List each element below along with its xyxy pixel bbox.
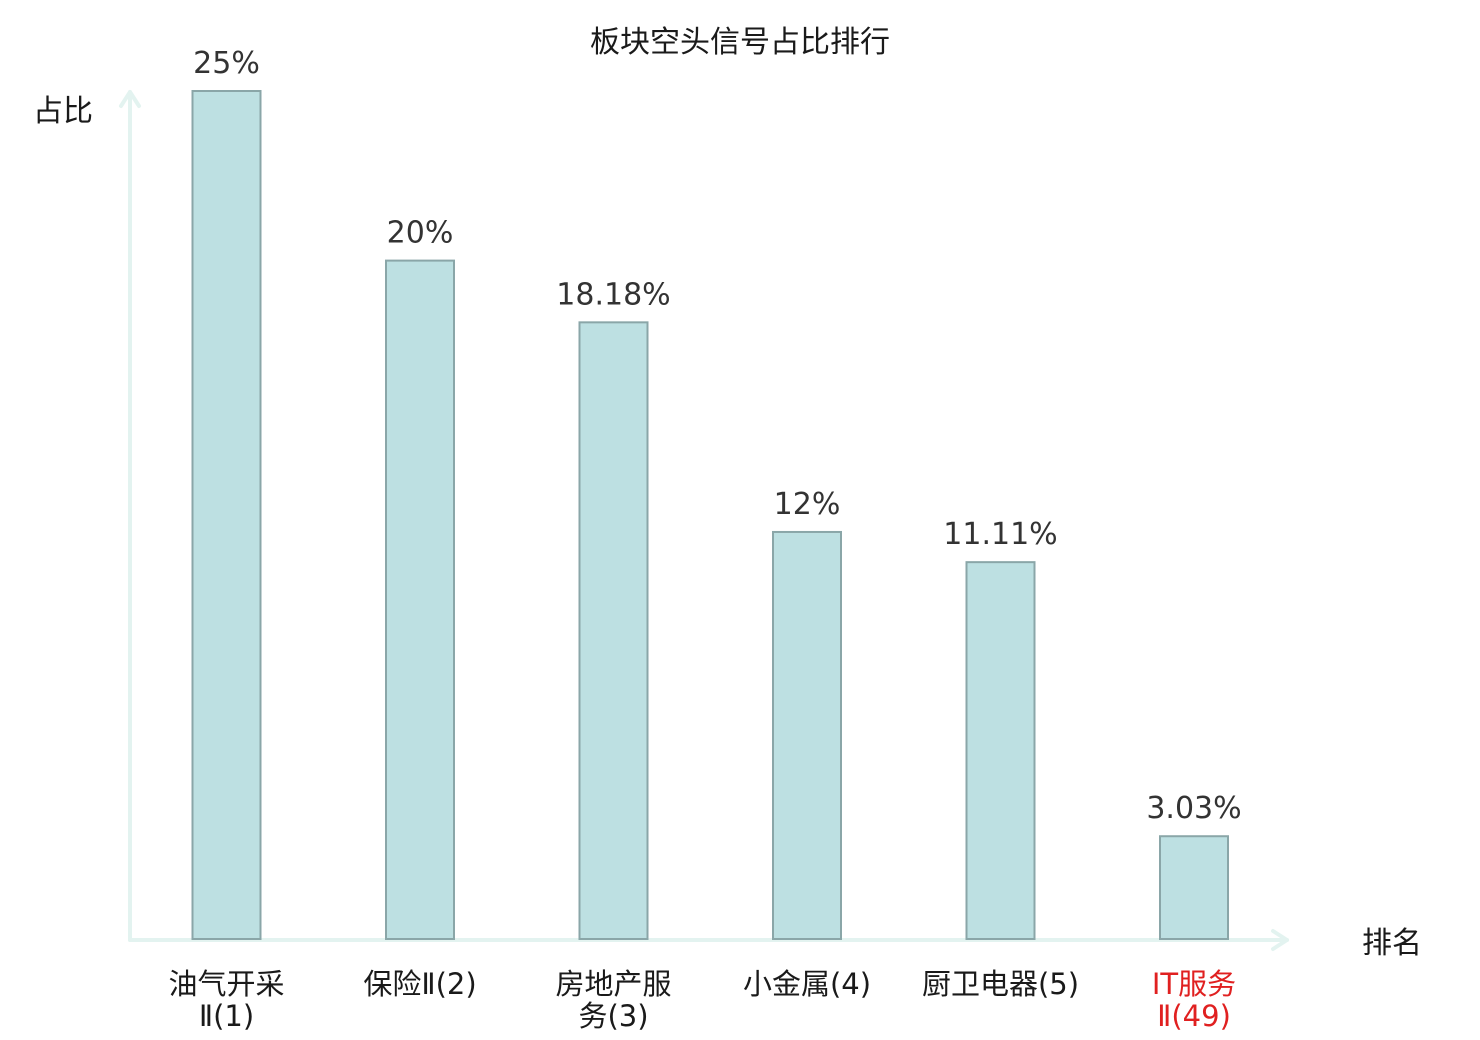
bar-1 [191,90,262,940]
bar-3 [578,321,649,940]
category-label-3-line-2: 务(3) [578,999,648,1033]
category-label-1-line-1: 油气开采 [168,967,284,1001]
value-label-1: 25% [193,46,260,81]
category-label-2-line-1: 保险Ⅱ(2) [363,967,476,1001]
y-axis-label: 占比 [33,94,93,129]
value-label-3: 18.18% [556,277,670,312]
chart-title: 板块空头信号占比排行 [590,25,890,60]
category-label-6-line-1: IT服务 [1152,967,1236,1001]
category-label-5-line-1: 厨卫电器(5) [922,967,1079,1001]
bar-6 [1159,835,1229,941]
value-label-4: 12% [774,487,841,522]
category-label-1-line-2: Ⅱ(1) [199,999,254,1033]
value-labels-group: 25% 20% 18.18% 12% 11.11% 3.03% [193,46,1242,826]
category-label-3-line-1: 房地产服 [555,967,671,1001]
value-label-2: 20% [387,216,454,251]
bars-group [191,90,1229,941]
bar-4 [772,530,842,941]
x-axis-label: 排名 [1362,926,1422,961]
value-label-6: 3.03% [1146,791,1241,826]
category-label-4-line-1: 小金属(4) [743,967,871,1001]
x-axis-arrow-icon [1271,929,1289,951]
bar-5 [965,561,1036,940]
value-label-5: 11.11% [943,517,1057,552]
y-axis-arrow-icon [119,90,141,108]
bar-2 [385,259,455,941]
category-label-6-line-2: Ⅱ(49) [1157,999,1231,1033]
